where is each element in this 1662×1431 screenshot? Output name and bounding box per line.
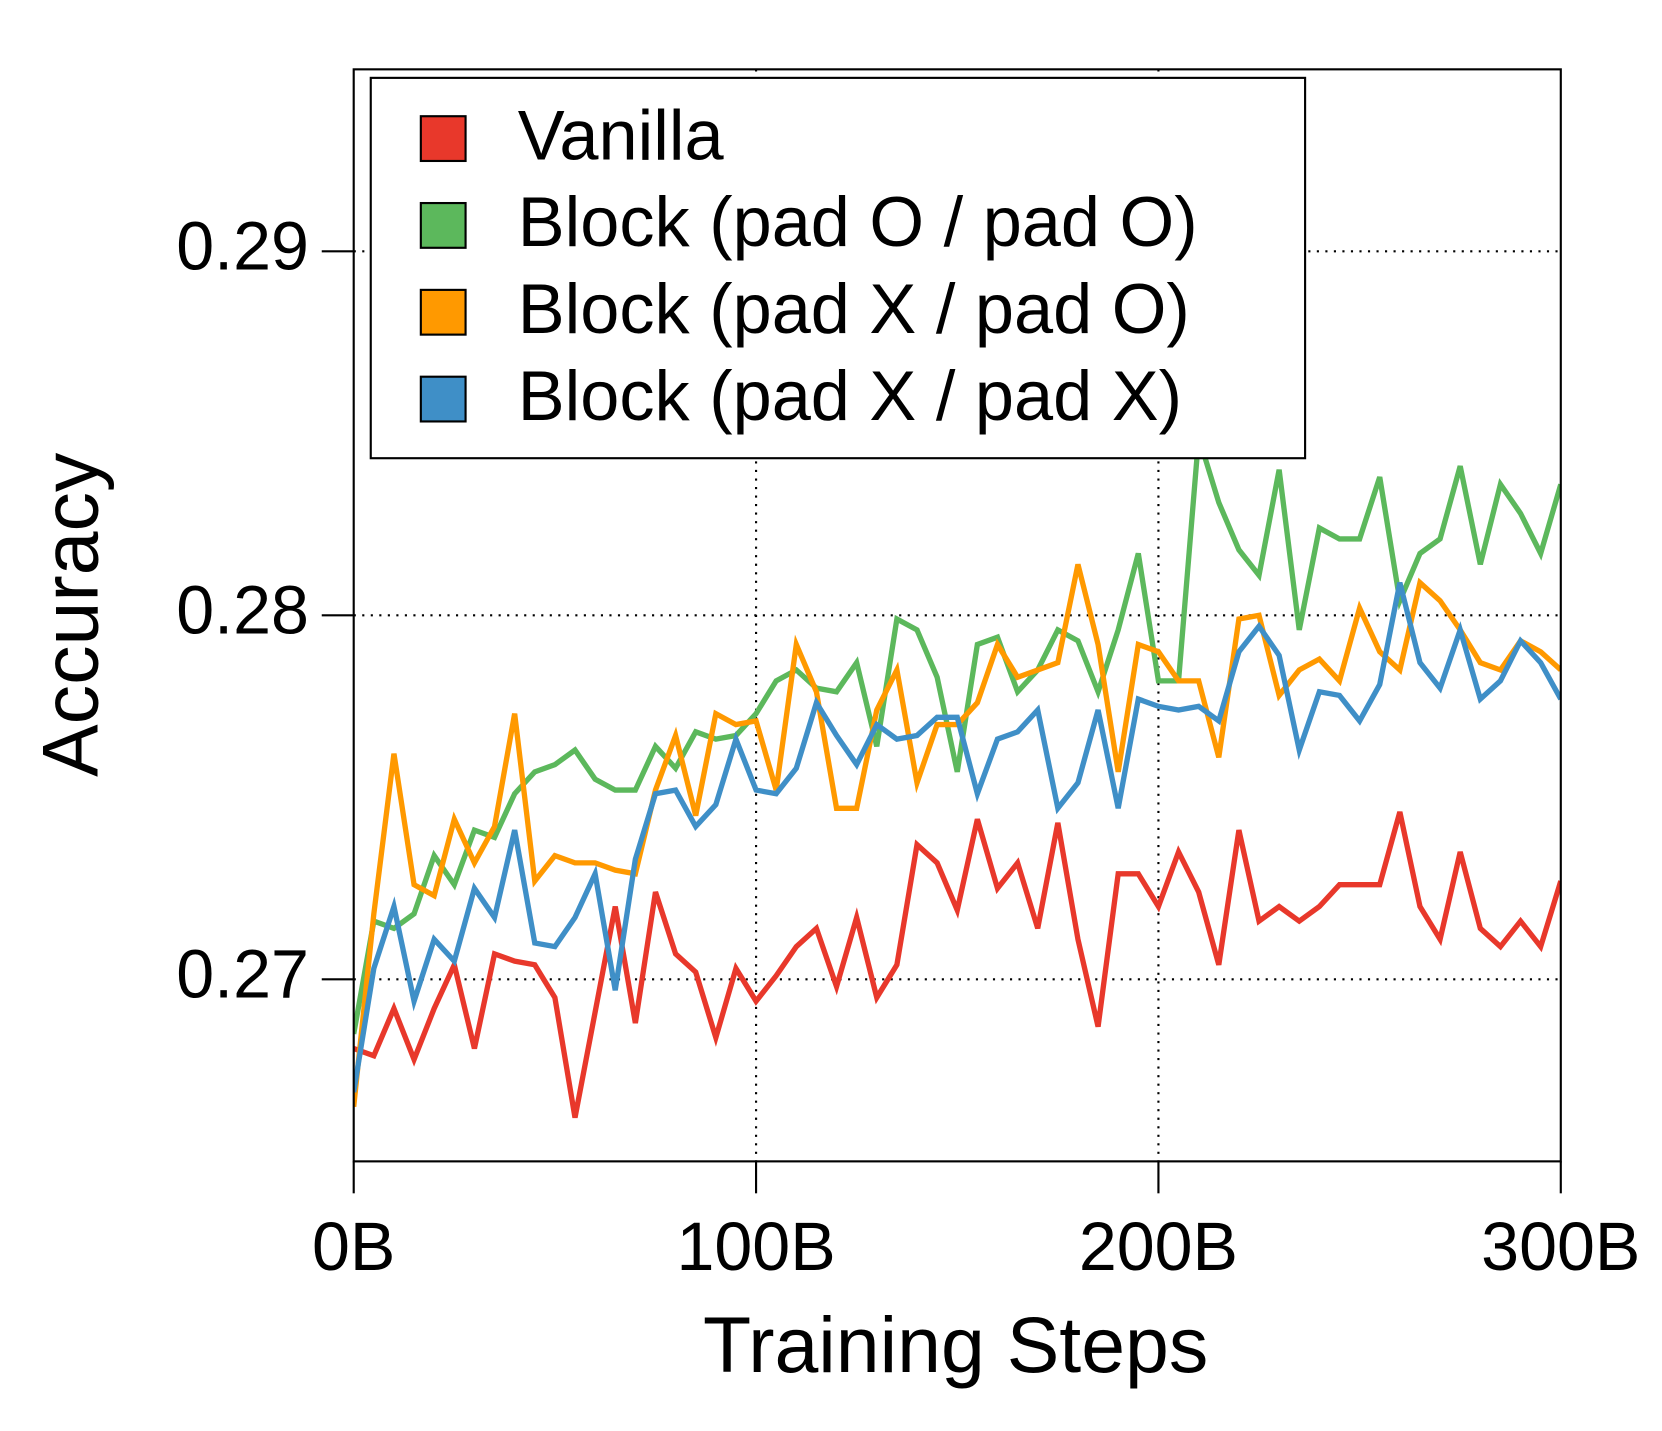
plot-frame <box>352 68 1562 1163</box>
legend-swatch <box>419 201 467 249</box>
y-tick-label: 0.28 <box>176 572 309 648</box>
x-tick-label: 100B <box>676 1209 835 1285</box>
legend-label: Block (pad X / pad X) <box>518 356 1182 435</box>
x-axis-label: Training Steps <box>703 1301 1208 1389</box>
legend-label: Block (pad X / pad O) <box>518 269 1190 348</box>
x-tick-label: 0B <box>312 1209 395 1285</box>
y-axis-label: Accuracy <box>27 452 115 777</box>
legend-label: Block (pad O / pad O) <box>518 182 1198 261</box>
legend-label: Vanilla <box>518 95 725 174</box>
legend-swatch <box>419 375 467 423</box>
line-series <box>353 563 1561 1108</box>
line-series <box>353 811 1561 1119</box>
legend-swatch <box>419 115 467 163</box>
legend-box <box>369 76 1307 460</box>
legend-swatch <box>419 288 467 336</box>
x-tick-label: 200B <box>1079 1209 1238 1285</box>
line-series <box>353 436 1561 1035</box>
y-tick-label: 0.29 <box>176 208 309 284</box>
line-series <box>353 581 1561 1093</box>
x-tick-label: 300B <box>1481 1209 1640 1285</box>
y-tick-label: 0.27 <box>176 936 309 1012</box>
